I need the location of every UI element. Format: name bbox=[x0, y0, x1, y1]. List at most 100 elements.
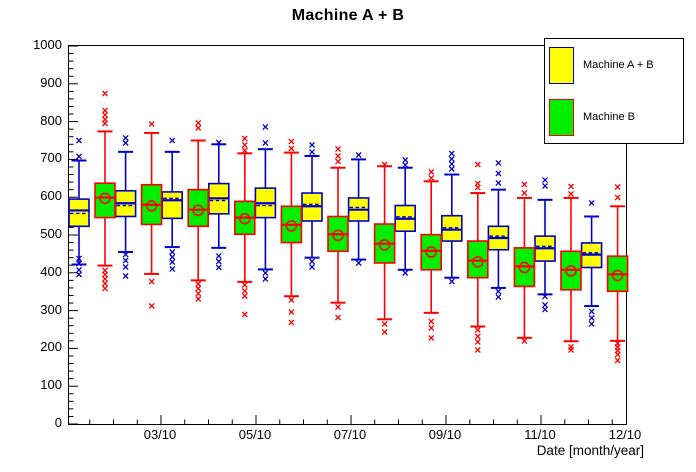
outlier-mark: × bbox=[75, 256, 82, 270]
outlier-mark: × bbox=[521, 178, 528, 192]
outlier-mark: × bbox=[169, 250, 176, 264]
candle-machine-b-7: ××× bbox=[373, 157, 396, 339]
outlier-mark: × bbox=[381, 157, 388, 171]
outlier-mark: × bbox=[448, 274, 455, 288]
y-tick-label: 1000 bbox=[33, 37, 62, 52]
outlier-mark: × bbox=[101, 103, 108, 117]
candle-machine-b-9: ××××××× bbox=[466, 158, 489, 357]
outlier-mark: × bbox=[495, 285, 502, 299]
candle-machine-a-b-3: ××××× bbox=[161, 134, 183, 276]
outlier-mark: × bbox=[588, 305, 595, 319]
outlier-mark: × bbox=[448, 162, 455, 176]
candle-machine-a-b-2: ×××××× bbox=[114, 131, 137, 283]
outlier-mark: × bbox=[334, 149, 341, 163]
outlier-mark: × bbox=[75, 268, 82, 282]
outlier-mark: × bbox=[588, 317, 595, 331]
candle-machine-b-3: ×××××× bbox=[187, 116, 209, 306]
x-tick-label: 03/10 bbox=[143, 427, 177, 442]
candle-machine-b-6: ××××× bbox=[327, 142, 349, 324]
outlier-mark: × bbox=[541, 302, 548, 316]
outlier-mark: × bbox=[588, 311, 595, 325]
outlier-mark: × bbox=[474, 158, 481, 172]
outlier-mark: × bbox=[262, 136, 269, 150]
y-tick-label: 900 bbox=[40, 74, 62, 90]
candle-machine-a-b-7: ×× bbox=[347, 148, 370, 270]
legend-swatch-machine-b bbox=[549, 98, 574, 136]
outlier-mark: × bbox=[308, 138, 315, 152]
outlier-mark: × bbox=[308, 260, 315, 274]
outlier-mark: × bbox=[495, 166, 502, 180]
outlier-mark: × bbox=[241, 289, 248, 303]
legend-item-machine-a-b: Machine A + B bbox=[549, 42, 654, 88]
outlier-mark: × bbox=[541, 290, 548, 304]
outlier-mark: × bbox=[122, 248, 129, 262]
outlier-mark: × bbox=[428, 171, 435, 185]
outlier-mark: × bbox=[474, 335, 481, 349]
outlier-mark: × bbox=[148, 299, 155, 313]
legend: Machine A + B Machine B bbox=[544, 38, 684, 144]
outlier-mark: × bbox=[148, 274, 155, 288]
outlier-mark: × bbox=[75, 263, 82, 277]
outlier-mark: × bbox=[101, 112, 108, 126]
plot-area: ××××××××××××××××××××××××××××××××××××××××… bbox=[68, 45, 629, 425]
outlier-mark: × bbox=[215, 135, 222, 149]
outlier-mark: × bbox=[588, 196, 595, 210]
outlier-mark: × bbox=[614, 343, 621, 357]
outlier-mark: × bbox=[195, 282, 202, 296]
outlier-mark: × bbox=[428, 331, 435, 345]
legend-label-machine-a-b: Machine A + B bbox=[583, 59, 654, 71]
outlier-mark: × bbox=[122, 269, 129, 283]
outlier-mark: × bbox=[169, 262, 176, 276]
outlier-mark: × bbox=[288, 134, 295, 148]
outlier-mark: × bbox=[122, 136, 129, 150]
candle-machine-b-10: ××× bbox=[513, 178, 536, 348]
y-tick-label: 100 bbox=[40, 377, 62, 393]
legend-label-machine-b: Machine B bbox=[583, 111, 635, 123]
outlier-mark: × bbox=[101, 272, 108, 286]
outlier-mark: × bbox=[288, 293, 295, 307]
outlier-mark: × bbox=[474, 330, 481, 344]
outlier-mark: × bbox=[101, 108, 108, 122]
outlier-mark: × bbox=[169, 245, 176, 259]
outlier-mark: × bbox=[195, 277, 202, 291]
outlier-mark: × bbox=[169, 255, 176, 269]
candle-machine-b-12: ××××××× bbox=[606, 180, 629, 367]
outlier-mark: × bbox=[195, 121, 202, 135]
candle-machine-b-1: ×××××××××× bbox=[94, 86, 116, 296]
outlier-mark: × bbox=[402, 266, 409, 280]
outlier-mark: × bbox=[428, 315, 435, 329]
candle-machine-b-8: ××××× bbox=[420, 165, 443, 345]
candle-machine-a-b-1: ×××××× bbox=[68, 134, 90, 282]
outlier-mark: × bbox=[567, 340, 574, 354]
candle-machine-a-b-12: ×××× bbox=[580, 196, 603, 331]
outlier-mark: × bbox=[381, 325, 388, 339]
outlier-mark: × bbox=[195, 116, 202, 130]
outlier-mark: × bbox=[567, 343, 574, 357]
candle-machine-a-b-5: ×××× bbox=[254, 120, 277, 286]
candle-machine-b-2: × × × bbox=[140, 117, 163, 313]
outlier-mark: × bbox=[614, 191, 621, 205]
outlier-mark: × bbox=[495, 290, 502, 304]
outlier-mark: × bbox=[334, 155, 341, 169]
outlier-mark: × bbox=[355, 256, 362, 270]
candle-machine-a-b-4: ×××× bbox=[208, 135, 230, 275]
outlier-mark: × bbox=[567, 180, 574, 194]
candle-machine-b-5: ××××× bbox=[280, 134, 303, 330]
outlier-mark: × bbox=[101, 116, 108, 130]
y-tick-label: 300 bbox=[40, 301, 62, 317]
x-axis-title: Date [month/year] bbox=[536, 443, 644, 458]
outlier-mark: × bbox=[262, 272, 269, 286]
y-tick-label: 700 bbox=[40, 150, 62, 166]
y-tick-label: 0 bbox=[54, 415, 62, 430]
outlier-mark: × bbox=[474, 323, 481, 337]
outlier-mark: × bbox=[215, 261, 222, 275]
outlier-mark: × bbox=[101, 268, 108, 282]
candle-machine-b-11: ×××× bbox=[560, 180, 582, 357]
outlier-mark: × bbox=[241, 278, 248, 292]
outlier-mark: × bbox=[567, 187, 574, 201]
outlier-mark: × bbox=[241, 132, 248, 146]
outlier-mark: × bbox=[448, 152, 455, 166]
outlier-mark: × bbox=[474, 177, 481, 191]
outlier-mark: × bbox=[101, 276, 108, 290]
